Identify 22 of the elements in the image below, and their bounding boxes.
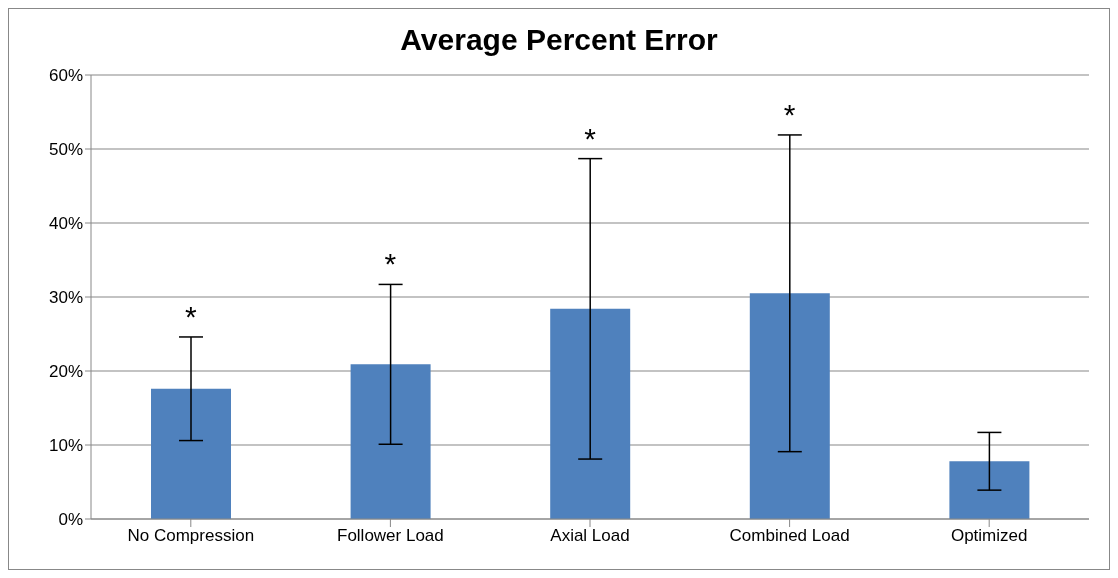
bar bbox=[350, 364, 431, 519]
y-tick-label: 40% bbox=[48, 214, 83, 234]
x-tick-label: No Compression bbox=[127, 526, 255, 546]
x-tick-label: Optimized bbox=[950, 526, 1028, 546]
chart-title: Average Percent Error bbox=[400, 23, 718, 56]
bar bbox=[749, 293, 830, 519]
bar bbox=[151, 388, 231, 519]
x-tick-label: Axial Load bbox=[550, 526, 630, 546]
x-tick-label: Follower Load bbox=[337, 526, 444, 546]
annotation: * bbox=[384, 247, 397, 281]
y-tick-label: 60% bbox=[48, 66, 83, 86]
y-tick-label: 50% bbox=[48, 140, 83, 160]
annotation: * bbox=[184, 299, 197, 333]
annotation: * bbox=[783, 97, 796, 131]
bar bbox=[550, 308, 631, 519]
y-tick-label: 0% bbox=[58, 510, 83, 530]
y-tick-label: 30% bbox=[48, 288, 83, 308]
y-tick-label: 20% bbox=[48, 362, 83, 382]
bar bbox=[949, 461, 1030, 519]
y-tick-label: 10% bbox=[48, 436, 83, 456]
annotation: * bbox=[584, 121, 597, 155]
x-tick-label: Combined Load bbox=[729, 526, 850, 546]
